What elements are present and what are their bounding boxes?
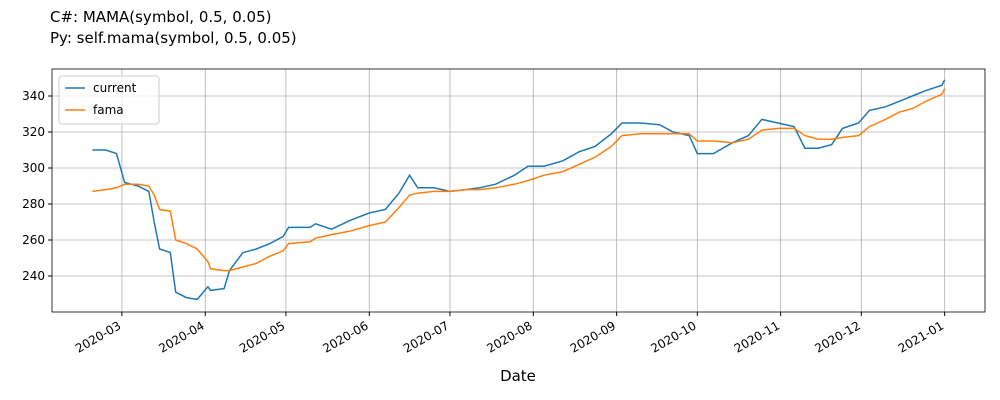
x-tick-label: 2020-06: [320, 318, 370, 355]
x-tick-label: 2020-05: [237, 318, 287, 355]
y-tick-label: 300: [22, 161, 45, 175]
y-tick-label: 320: [22, 125, 45, 139]
y-tick-label: 340: [22, 89, 45, 103]
x-tick-label: 2020-07: [401, 318, 451, 355]
line-series: [92, 88, 946, 272]
x-tick-label: 2020-08: [484, 318, 534, 355]
x-axis-label: Date: [500, 367, 536, 385]
x-tick-label: 2020-11: [732, 318, 782, 355]
x-tick-label: 2020-03: [73, 318, 123, 355]
y-tick-label: 260: [22, 233, 45, 247]
x-tick-label: 2020-10: [648, 318, 698, 355]
line-series: [92, 79, 946, 301]
y-tick-label: 240: [22, 269, 45, 283]
chart-subtitle: Py: self.mama(symbol, 0.5, 0.05): [50, 29, 297, 47]
plot-frame: [51, 68, 986, 313]
y-tick-label: 280: [22, 197, 45, 211]
x-tick-label: 2020-12: [812, 318, 862, 355]
chart-title: C#: MAMA(symbol, 0.5, 0.05): [50, 8, 271, 26]
x-tick-label: 2021-01: [896, 318, 946, 355]
legend-label: fama: [93, 103, 124, 117]
legend-label: current: [93, 81, 137, 95]
x-tick-label: 2020-04: [156, 318, 206, 355]
x-tick-label: 2020-09: [568, 318, 618, 355]
